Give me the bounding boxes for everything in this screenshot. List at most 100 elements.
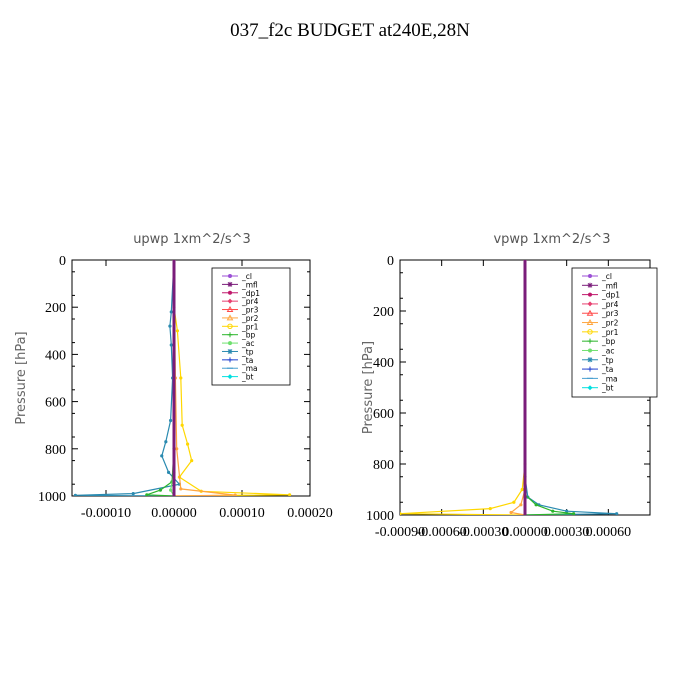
data-point — [551, 509, 555, 513]
legend-label: _tp — [601, 356, 614, 365]
y-tick-label: 800 — [45, 443, 66, 458]
legend-label: _dp1 — [601, 291, 620, 300]
legend-label: _pr3 — [241, 306, 259, 315]
legend-label: _bt — [601, 384, 614, 393]
series-line-pr1 — [400, 260, 526, 515]
y-tick-label: 0 — [59, 254, 66, 269]
legend-label: _pr4 — [241, 297, 259, 306]
data-point — [160, 454, 164, 458]
data-point — [175, 447, 179, 451]
data-point — [179, 376, 183, 380]
legend-marker — [228, 290, 232, 295]
legend-marker — [587, 385, 593, 391]
legend-marker — [227, 332, 233, 338]
y-tick-label: 400 — [45, 348, 66, 363]
data-point — [512, 500, 516, 504]
data-point — [172, 494, 176, 496]
series-line-pr2 — [509, 260, 526, 515]
data-point — [164, 440, 168, 444]
data-point — [169, 418, 173, 423]
data-point — [73, 493, 77, 496]
y-tick-label: 1000 — [366, 509, 394, 524]
legend-marker — [588, 274, 592, 278]
legend-box — [571, 267, 658, 398]
legend-label: _ta — [241, 356, 253, 365]
data-point — [169, 488, 173, 492]
chart-panel-1: upwp 1xm^2/s^3 Pressure [hPa] 0 200 400 600 80… — [14, 232, 333, 521]
data-point — [288, 493, 292, 496]
legend-marker — [587, 282, 593, 288]
legend-label: _ma — [241, 364, 258, 373]
x-tick-label: 0.00030 — [544, 525, 590, 540]
data-point — [233, 493, 237, 496]
legend-label: _dp1 — [241, 289, 260, 298]
legend-marker — [586, 309, 594, 316]
legend-marker — [227, 348, 233, 354]
legend-label: _pr4 — [601, 300, 619, 309]
x-tick-label: -0.00060 — [417, 525, 467, 540]
x-tick-label: -0.00090 — [375, 525, 425, 540]
data-point — [509, 510, 513, 515]
legend-label: _ac — [601, 346, 614, 355]
x-tick-label: 0.00000 — [151, 506, 197, 521]
legend-marker — [587, 366, 593, 372]
legend-label: _ac — [241, 339, 254, 348]
x-tick-label: 0.00060 — [586, 525, 632, 540]
x-tick-label: 0.00000 — [502, 525, 548, 540]
data-point — [534, 503, 538, 507]
series-line-tp — [75, 260, 181, 496]
legend-marker — [587, 301, 593, 307]
y-tick-label: 200 — [373, 305, 394, 320]
x-tick-label: -0.00010 — [81, 506, 131, 521]
legend-marker — [228, 274, 232, 278]
series-line-bp — [146, 260, 175, 496]
data-point — [169, 310, 173, 314]
legend-label: _pr1 — [601, 328, 619, 337]
data-point — [400, 512, 402, 515]
data-point — [145, 493, 149, 496]
legend-label: _mfl — [241, 280, 258, 289]
data-point — [523, 260, 527, 262]
chart-panel-2: vpwp 1xm^2/s^3 Pressure [hPa] 0 200 400 600 80… — [361, 232, 658, 540]
data-point — [180, 423, 184, 427]
data-point — [520, 487, 524, 492]
legend-label: _ma — [601, 374, 618, 383]
data-point — [172, 260, 176, 262]
legend-marker — [227, 298, 233, 304]
legend-label: _bt — [241, 373, 254, 382]
legend-label: _mfl — [601, 281, 618, 290]
legend-label: _cl — [241, 272, 252, 281]
data-point — [175, 329, 179, 333]
legend-label: _bp — [241, 331, 256, 340]
y-tick-label: 1000 — [38, 490, 66, 505]
legend-marker — [586, 319, 594, 326]
y-tick-label: 0 — [387, 254, 394, 269]
legend-marker — [587, 357, 593, 363]
y-tick-label: 600 — [373, 407, 394, 422]
legend: _cl_mfl_dp1_pr4_pr3_pr2_pr1_bp_ac_tp_ta_… — [571, 267, 658, 398]
y-tick-label: 600 — [45, 396, 66, 411]
legend-label: _bp — [601, 337, 616, 346]
legend-marker — [227, 374, 233, 380]
legend-marker — [227, 281, 233, 287]
data-point — [186, 442, 190, 446]
series-group — [400, 260, 619, 515]
series-line-bp — [524, 260, 574, 515]
legend-marker — [227, 357, 233, 363]
x-tick-label: 0.00010 — [219, 506, 265, 521]
legend-label: _cl — [601, 272, 612, 281]
y-axis-label: Pressure [hPa] — [361, 341, 376, 434]
figure-title: 037_f2c BUDGET at240E,28N — [230, 20, 470, 41]
data-point — [565, 509, 569, 513]
data-point — [615, 512, 619, 515]
data-point — [169, 343, 173, 347]
y-axis-label: Pressure [hPa] — [14, 331, 29, 424]
legend-marker — [226, 306, 234, 313]
data-point — [190, 459, 194, 463]
legend-label: _pr1 — [241, 322, 259, 331]
panel-title: upwp 1xm^2/s^3 — [133, 232, 251, 247]
data-point — [572, 512, 576, 515]
y-tick-label: 200 — [45, 301, 66, 316]
y-tick-label: 800 — [373, 458, 394, 473]
